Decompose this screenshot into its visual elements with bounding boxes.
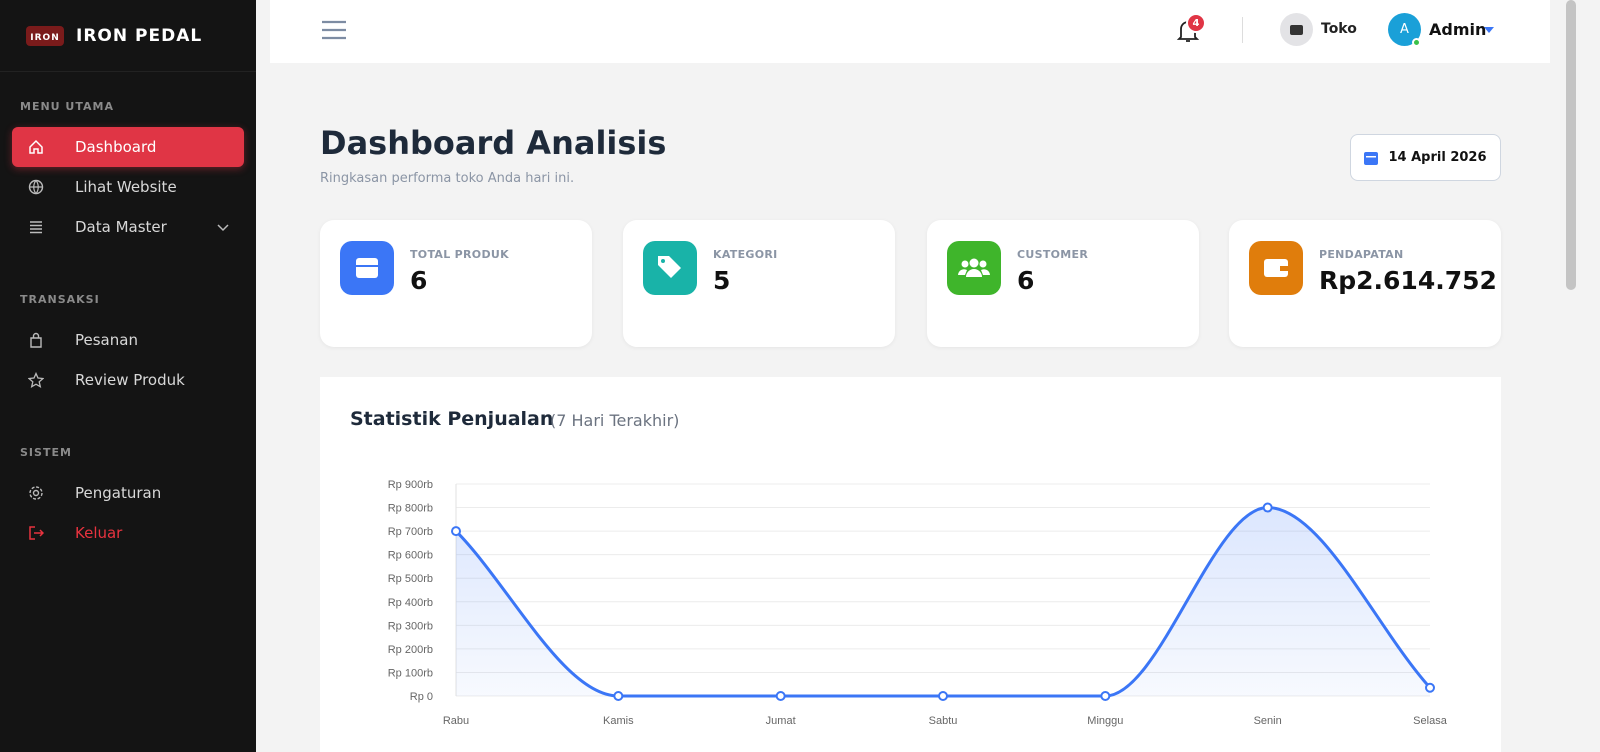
y-tick-label: Rp 700rb — [388, 526, 433, 538]
point — [1100, 691, 1111, 701]
point — [1262, 502, 1273, 513]
section-title: SISTEM — [20, 446, 72, 459]
nav-label: Review Produk — [75, 371, 185, 389]
stat-card: TOTAL PRODUK 6 — [320, 220, 592, 347]
caret — [1484, 27, 1494, 33]
date-button[interactable]: 14 April 2026 — [1350, 134, 1501, 181]
svg-text:IRON: IRON — [30, 33, 59, 43]
chart-card: Statistik Penjualan (7 Hari Terakhir) Rp… — [320, 377, 1501, 752]
nav-label: Data Master — [75, 218, 167, 236]
y-tick-label: Rp 300rb — [388, 620, 433, 632]
store-icon[interactable] — [1280, 13, 1313, 46]
stat-icon — [947, 241, 1001, 295]
stat-label: CUSTOMER — [1017, 248, 1089, 261]
scrollbar[interactable] — [1566, 0, 1576, 290]
stat-value: 6 — [1017, 266, 1035, 295]
store-label[interactable]: Toko — [1321, 21, 1357, 37]
y-tick-label: Rp 900rb — [388, 479, 433, 491]
online-dot — [1412, 38, 1421, 47]
page-title: Dashboard Analisis — [320, 124, 667, 162]
stat-value: Rp2.614.752 — [1319, 266, 1497, 295]
menu-toggle[interactable] — [321, 19, 347, 41]
nav-item[interactable]: Review Produk — [12, 360, 244, 400]
x-tick-label: Minggu — [1087, 715, 1123, 727]
area — [456, 507, 1430, 696]
stat-label: TOTAL PRODUK — [410, 248, 509, 261]
y-tick-label: Rp 500rb — [388, 573, 433, 585]
section-title: MENU UTAMA — [20, 100, 114, 113]
stat-card: PENDAPATAN Rp2.614.752 — [1229, 220, 1501, 347]
stat-card: KATEGORI 5 — [623, 220, 895, 347]
user-name[interactable]: Admin — [1429, 20, 1487, 39]
date-label: 14 April 2026 — [1388, 150, 1487, 165]
x-tick-label: Kamis — [603, 715, 634, 727]
nav-item[interactable]: Pesanan — [12, 320, 244, 360]
point — [775, 691, 786, 701]
stat-value: 5 — [713, 266, 731, 295]
stat-icon — [340, 241, 394, 295]
point — [613, 691, 624, 701]
notification-badge: 4 — [1186, 13, 1206, 33]
page-subtitle: Ringkasan performa toko Anda hari ini. — [320, 171, 575, 186]
section-title: TRANSAKSI — [20, 293, 100, 306]
y-tick-label: Rp 600rb — [388, 550, 433, 562]
logo: IRON — [26, 25, 64, 46]
stat-label: KATEGORI — [713, 248, 778, 261]
y-tick-label: Rp 0 — [410, 691, 433, 703]
brand[interactable]: IRON IRON PEDAL — [0, 0, 256, 72]
nav-item[interactable]: Pengaturan — [12, 473, 244, 513]
brand-name: IRON PEDAL — [76, 25, 203, 46]
point — [938, 691, 948, 701]
x-tick-label: Selasa — [1413, 715, 1448, 727]
point — [451, 526, 461, 537]
nav-label: Keluar — [75, 524, 123, 542]
nav-item[interactable]: Keluar — [12, 513, 244, 553]
y-tick-label: Rp 100rb — [388, 667, 433, 679]
point — [1425, 682, 1435, 693]
x-tick-label: Senin — [1254, 715, 1282, 727]
nav-label: Dashboard — [75, 138, 157, 156]
divider — [1242, 17, 1243, 43]
stat-value: 6 — [410, 266, 428, 295]
y-tick-label: Rp 400rb — [388, 597, 433, 609]
chart-subtitle: (7 Hari Terakhir) — [550, 411, 680, 430]
chart-title: Statistik Penjualan — [350, 408, 554, 430]
chart: Rp 0 Rp 100rb Rp 200rb Rp 300rb Rp 400rb Rp 5… — [388, 479, 1448, 727]
x-tick-label: Jumat — [766, 715, 796, 727]
stat-icon — [643, 241, 697, 295]
nav-label: Lihat Website — [75, 178, 177, 196]
y-tick-label: Rp 200rb — [388, 644, 433, 656]
nav-item[interactable]: Lihat Website — [12, 167, 244, 207]
stat-label: PENDAPATAN — [1319, 248, 1404, 261]
x-tick-label: Rabu — [443, 715, 469, 727]
sidebar: IRON IRON PEDAL MENU UTAMA Dashboard Lih… — [0, 0, 256, 752]
y-tick-label: Rp 800rb — [388, 503, 433, 515]
nav-label: Pesanan — [75, 331, 138, 349]
topbar: 4 Toko A Admin — [270, 0, 1550, 63]
nav-item[interactable]: Dashboard — [12, 127, 244, 167]
stat-card: CUSTOMER 6 — [927, 220, 1199, 347]
stat-icon — [1249, 241, 1303, 295]
x-tick-label: Sabtu — [929, 715, 958, 727]
nav-item[interactable]: Data Master — [12, 207, 244, 247]
nav-label: Pengaturan — [75, 484, 162, 502]
